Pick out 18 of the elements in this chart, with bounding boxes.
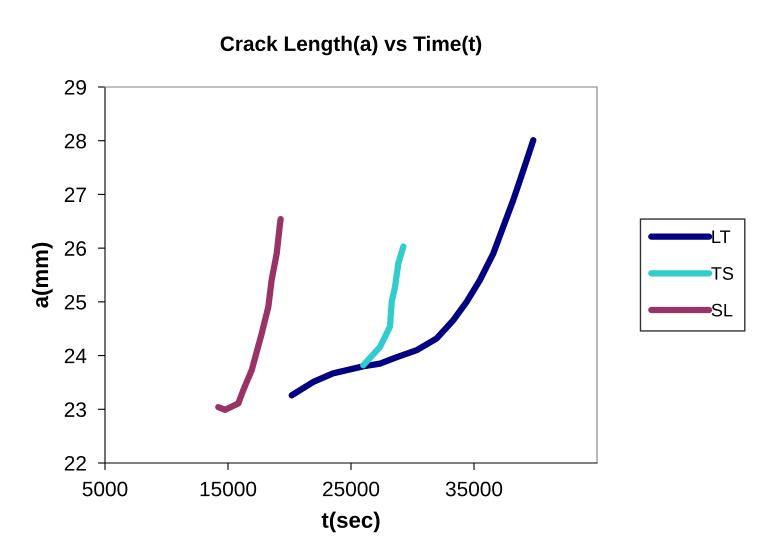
x-tick-label: 15000 bbox=[200, 482, 256, 496]
y-tick-label: 25 bbox=[64, 294, 86, 310]
legend-label: TS bbox=[711, 267, 734, 280]
x-tick-label: 25000 bbox=[323, 482, 380, 496]
y-axis-title: a(mm) bbox=[32, 242, 53, 308]
x-tick-label: 5000 bbox=[82, 482, 128, 496]
chart-title: Crack Length(a) vs Time(t) bbox=[220, 36, 482, 56]
y-tick-label: 23 bbox=[64, 402, 86, 418]
x-tick-label: 35000 bbox=[446, 482, 502, 496]
legend-label: LT bbox=[712, 230, 730, 243]
y-tick-label: 26 bbox=[64, 241, 86, 256]
y-tick-label: 28 bbox=[64, 134, 86, 148]
x-axis-title: t(sec) bbox=[322, 512, 380, 532]
y-tick-label: 24 bbox=[64, 348, 86, 364]
y-tick-label: 22 bbox=[64, 456, 86, 471]
y-tick-label: 29 bbox=[64, 80, 86, 95]
y-tick-label: 27 bbox=[64, 187, 86, 202]
legend-label: SL bbox=[712, 304, 732, 317]
